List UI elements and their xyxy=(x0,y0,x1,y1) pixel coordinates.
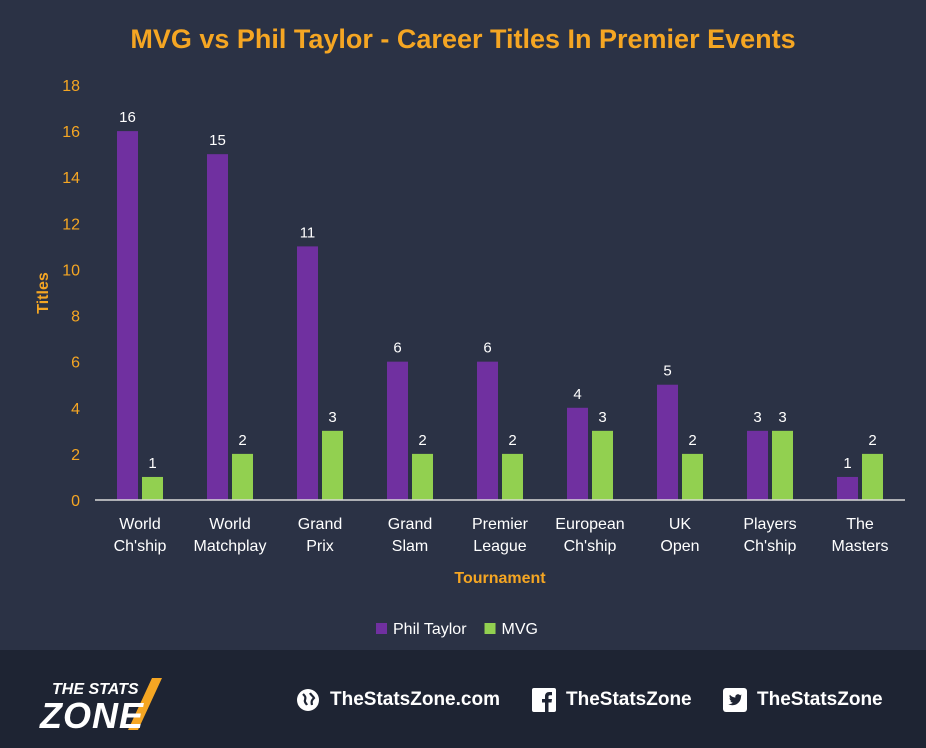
stats-zone-logo: THE STATS ZONE xyxy=(39,678,162,736)
bar-mvg xyxy=(682,453,703,500)
twitter-icon xyxy=(723,688,747,712)
bar-phil-taylor xyxy=(207,154,228,500)
bar-phil-taylor xyxy=(837,476,858,500)
legend-label: Phil Taylor xyxy=(393,621,467,638)
legend-swatch xyxy=(484,623,496,634)
data-label: 3 xyxy=(328,409,336,426)
data-label: 2 xyxy=(238,432,246,449)
x-category-label: UK xyxy=(669,516,692,533)
chart-area: MVG vs Phil Taylor - Career Titles In Pr… xyxy=(35,24,905,638)
y-tick-label: 2 xyxy=(71,447,80,464)
facebook-text: TheStatsZone xyxy=(566,689,692,710)
x-category-label: Ch'ship xyxy=(564,538,617,555)
website-link[interactable]: TheStatsZone.com xyxy=(296,686,500,714)
bars xyxy=(117,131,883,500)
x-category-label: The xyxy=(846,516,874,533)
bar-phil-taylor xyxy=(747,430,768,500)
bar-mvg xyxy=(232,453,253,500)
data-label: 15 xyxy=(209,132,226,149)
x-category-label: Grand xyxy=(388,516,432,533)
twitter-link[interactable]: TheStatsZone xyxy=(723,686,883,714)
x-category-label: European xyxy=(555,516,624,533)
data-label: 16 xyxy=(119,109,136,126)
data-label: 4 xyxy=(573,386,581,403)
footer-bar: THE STATS ZONE TheStatsZone.com TheStats… xyxy=(0,650,926,748)
x-category-label: Players xyxy=(743,516,796,533)
bar-mvg xyxy=(322,430,343,500)
data-label: 11 xyxy=(300,224,316,241)
x-category-label: Grand xyxy=(298,516,342,533)
twitter-text: TheStatsZone xyxy=(757,689,883,710)
legend: Phil Taylor MVG xyxy=(376,621,538,638)
data-label: 5 xyxy=(663,363,671,380)
y-tick-label: 14 xyxy=(62,170,80,187)
x-axis-categories: World Ch'ship World Matchplay Grand Prix Grand… xyxy=(114,516,889,555)
bar-phil-taylor xyxy=(297,246,318,500)
bar-phil-taylor xyxy=(387,361,408,500)
legend-label: MVG xyxy=(502,621,538,638)
bar-mvg xyxy=(862,453,883,500)
y-tick-label: 0 xyxy=(71,493,80,510)
x-category-label: Masters xyxy=(832,538,889,555)
y-tick-label: 4 xyxy=(71,401,80,418)
data-label: 2 xyxy=(868,432,876,449)
x-category-label: Matchplay xyxy=(194,538,267,555)
bar-mvg xyxy=(142,476,163,500)
logo-line1: THE STATS xyxy=(52,681,139,698)
x-category-label: Ch'ship xyxy=(114,538,167,555)
y-axis-title: Titles xyxy=(35,272,52,314)
x-category-label: World xyxy=(209,516,251,533)
data-label: 6 xyxy=(483,340,491,357)
x-category-label: World xyxy=(119,516,161,533)
data-label: 2 xyxy=(418,432,426,449)
bar-chart: MVG vs Phil Taylor - Career Titles In Pr… xyxy=(35,24,905,638)
y-tick-label: 8 xyxy=(71,309,80,326)
bar-phil-taylor xyxy=(567,407,588,500)
website-text: TheStatsZone.com xyxy=(330,689,500,710)
data-label: 3 xyxy=(753,409,761,426)
chart-title: MVG vs Phil Taylor - Career Titles In Pr… xyxy=(130,24,795,54)
x-category-label: Ch'ship xyxy=(744,538,797,555)
facebook-icon xyxy=(532,688,556,712)
bar-mvg xyxy=(412,453,433,500)
x-category-label: Slam xyxy=(392,538,428,555)
x-category-label: Prix xyxy=(306,538,334,555)
x-category-label: Open xyxy=(660,538,699,555)
globe-icon xyxy=(296,688,320,712)
bar-mvg xyxy=(592,430,613,500)
data-label: 1 xyxy=(843,455,851,472)
data-label: 6 xyxy=(393,340,401,357)
bar-phil-taylor xyxy=(657,384,678,500)
data-label: 2 xyxy=(688,432,696,449)
x-category-label: Premier xyxy=(472,516,529,533)
bar-mvg xyxy=(502,453,523,500)
data-label: 3 xyxy=(598,409,606,426)
y-axis-ticks: 0 2 4 6 8 10 12 14 16 18 xyxy=(62,78,80,510)
x-axis-title: Tournament xyxy=(454,570,546,587)
y-tick-label: 6 xyxy=(71,355,80,372)
data-label: 3 xyxy=(778,409,786,426)
data-label: 2 xyxy=(508,432,516,449)
x-category-label: League xyxy=(473,538,526,555)
y-tick-label: 18 xyxy=(62,78,80,95)
y-tick-label: 10 xyxy=(62,262,80,279)
y-tick-label: 12 xyxy=(62,216,80,233)
data-label: 1 xyxy=(148,455,156,472)
facebook-link[interactable]: TheStatsZone xyxy=(532,686,692,714)
logo-swoosh xyxy=(128,678,162,730)
bar-phil-taylor xyxy=(117,131,138,500)
y-tick-label: 16 xyxy=(62,124,80,141)
logo-line2: ZONE xyxy=(39,695,144,736)
legend-swatch xyxy=(376,623,387,634)
bar-mvg xyxy=(772,430,793,500)
bar-phil-taylor xyxy=(477,361,498,500)
